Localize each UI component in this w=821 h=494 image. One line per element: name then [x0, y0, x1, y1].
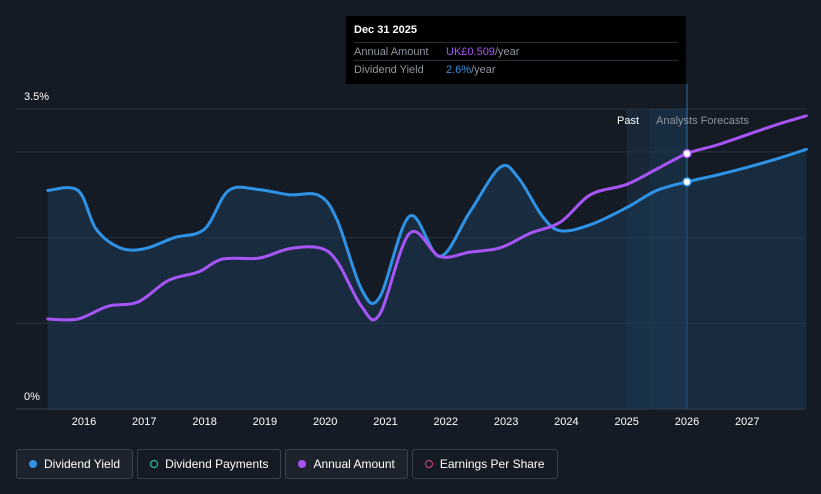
dividend-yield-marker — [682, 177, 692, 187]
x-tick-label: 2018 — [192, 416, 217, 428]
legend-label: Earnings Per Share — [439, 457, 545, 471]
x-tick-label: 2025 — [614, 416, 639, 428]
legend-ring-icon — [424, 460, 433, 468]
tooltip-suffix: /year — [471, 63, 496, 76]
tooltip-date: Dec 31 2025 — [354, 24, 417, 36]
tooltip-label: Dividend Yield — [354, 63, 424, 76]
chart-tooltip: Dec 31 2025 Annual Amount UK£0.509/year … — [346, 16, 686, 84]
x-tick-label: 2026 — [674, 416, 700, 428]
legend-label: Annual Amount — [313, 457, 395, 471]
legend-dividend-payments[interactable]: Dividend Payments — [137, 449, 282, 479]
tooltip-suffix: /year — [494, 45, 520, 58]
x-tick-label: 2016 — [71, 416, 97, 428]
legend-dividend-yield[interactable]: Dividend Yield — [16, 449, 134, 479]
y-axis-label-top: 3.5% — [24, 91, 50, 103]
x-tick-label: 2020 — [312, 416, 338, 428]
x-tick-label: 2024 — [554, 416, 579, 428]
tooltip-value: UK£0.509 — [446, 45, 495, 58]
x-tick-label: 2021 — [373, 416, 398, 428]
forecast-region-label: Analysts Forecasts — [656, 115, 749, 127]
x-tick-label: 2023 — [493, 416, 519, 428]
y-axis-label-bottom: 0% — [24, 391, 40, 403]
legend-ring-icon — [150, 460, 159, 468]
tooltip-value: 2.6% — [446, 63, 472, 76]
chart-legend: Dividend Yield Dividend Payments Annual … — [16, 449, 558, 479]
legend-dot-icon — [298, 460, 307, 468]
legend-label: Dividend Yield — [44, 457, 121, 471]
legend-dot-icon — [29, 460, 37, 468]
x-tick-label: 2027 — [735, 416, 760, 428]
past-region-label: Past — [617, 115, 640, 127]
annual-amount-line — [46, 114, 808, 322]
legend-annual-amount[interactable]: Annual Amount — [285, 449, 408, 479]
dividend-yield-area — [47, 149, 807, 410]
x-tick-label: 2022 — [433, 416, 459, 428]
annual-amount-marker — [682, 148, 692, 159]
tooltip-row-dividend-yield: Dividend Yield 2.6%/year — [354, 60, 678, 78]
tooltip-label: Annual Amount — [354, 45, 429, 58]
legend-label: Dividend Payments — [165, 457, 269, 471]
x-tick-label: 2019 — [252, 416, 278, 428]
dividend-yield-line — [46, 147, 808, 306]
tooltip-row-annual-amount: Annual Amount UK£0.509/year — [354, 42, 678, 60]
x-tick-label: 2017 — [132, 416, 157, 428]
legend-earnings-per-share[interactable]: Earnings Per Share — [411, 449, 558, 479]
